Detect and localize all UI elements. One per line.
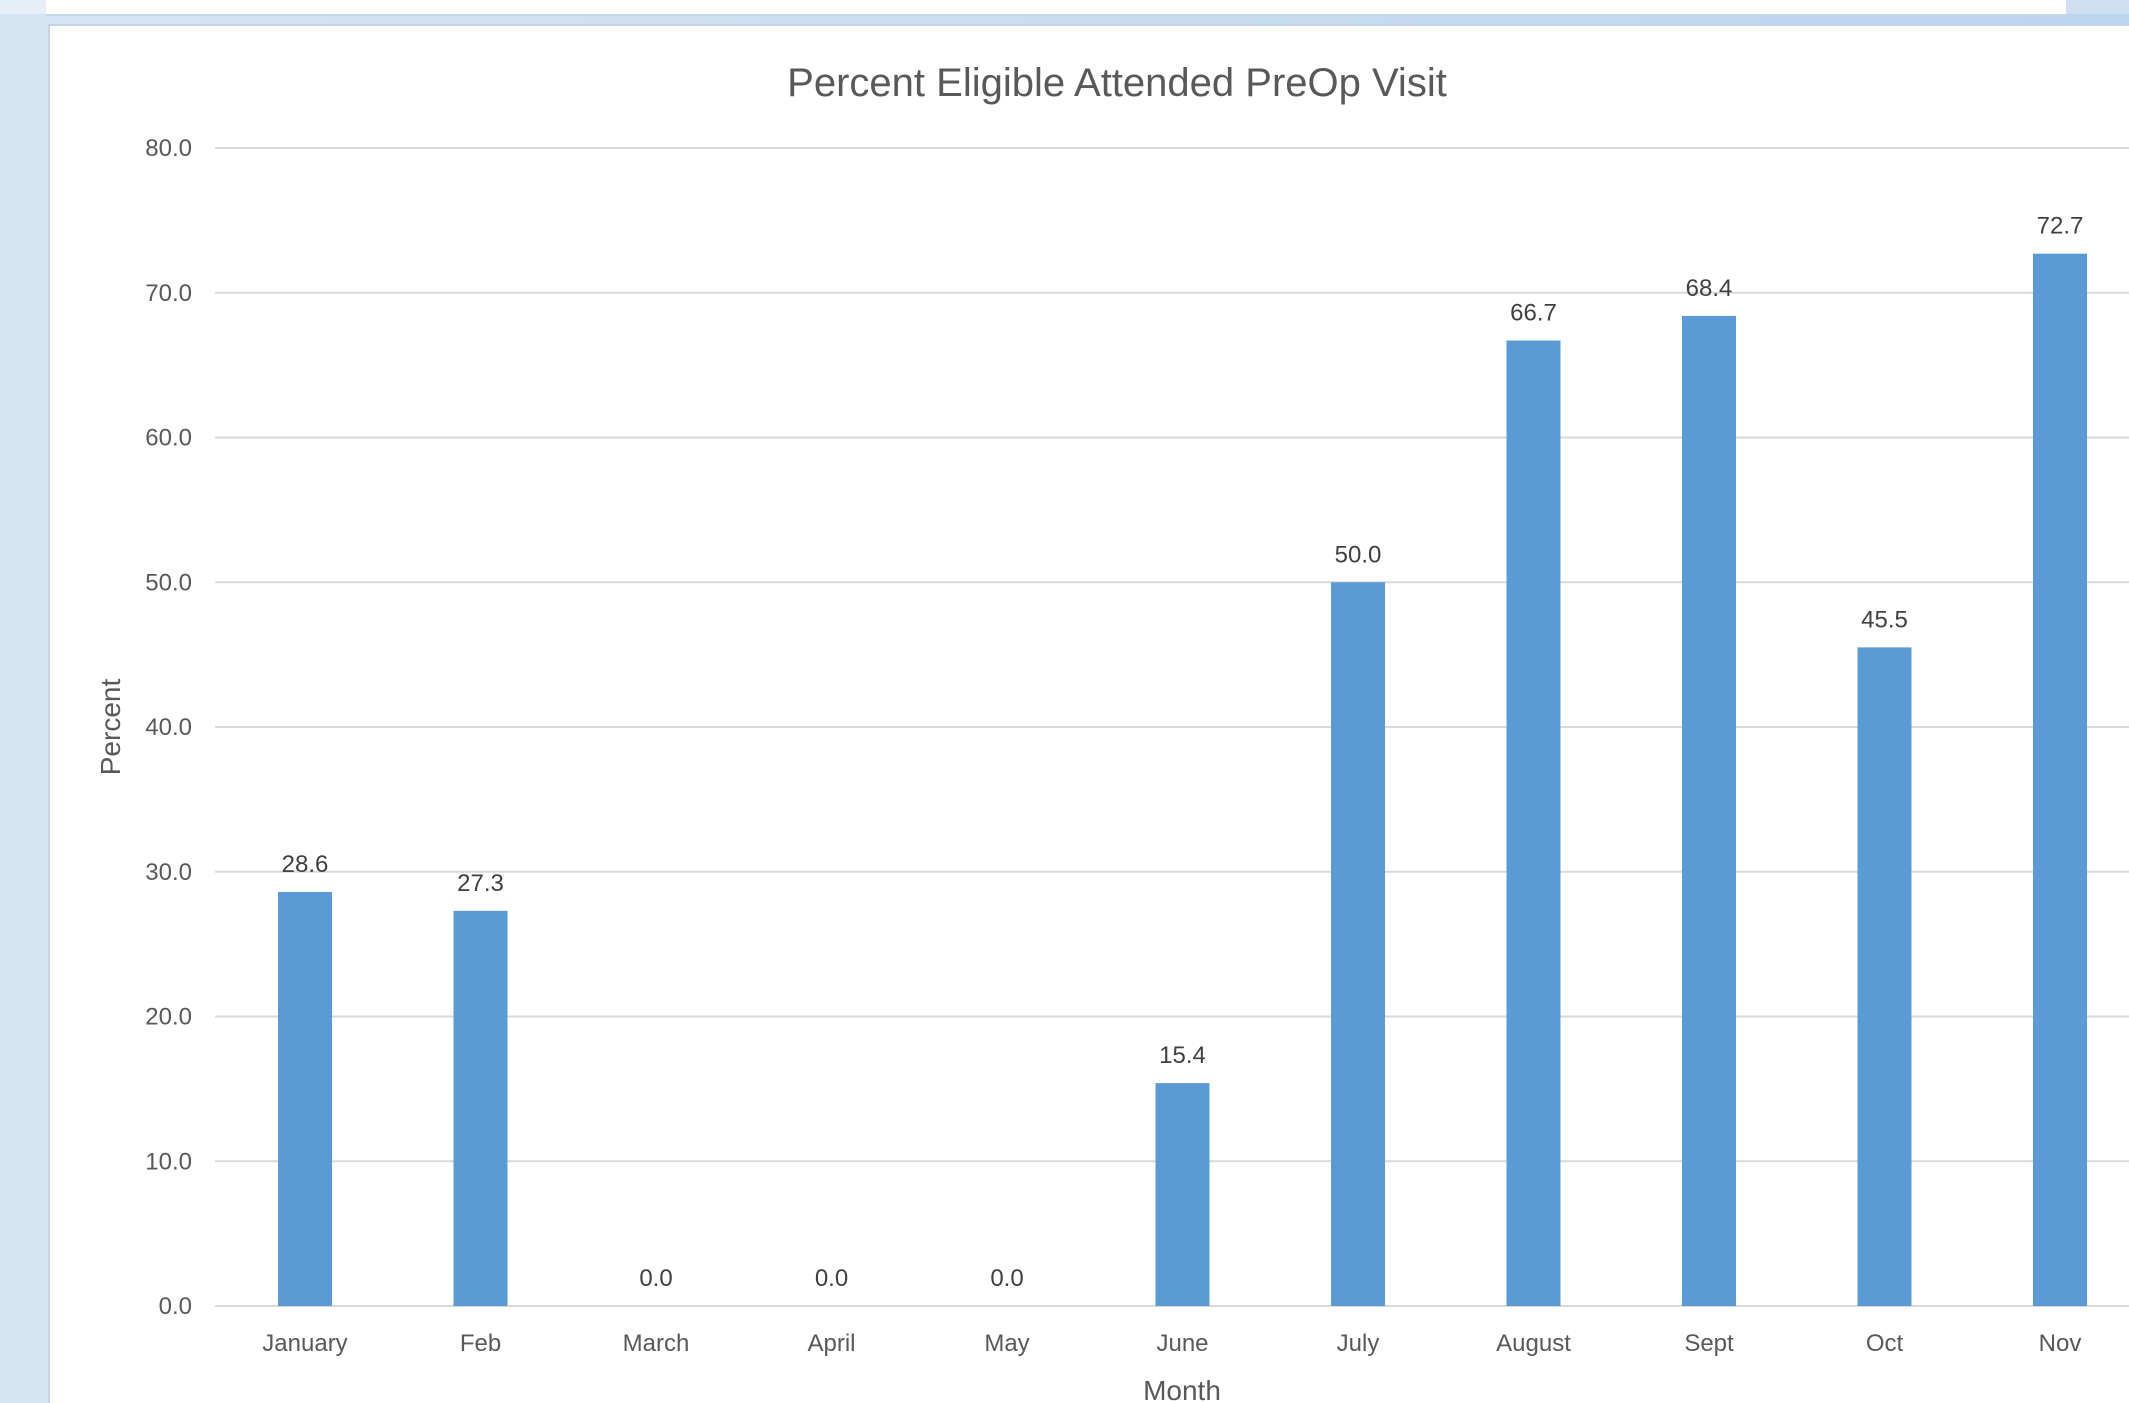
data-label: 66.7 xyxy=(1510,300,1557,327)
x-tick-label: March xyxy=(623,1330,690,1357)
x-tick-label: April xyxy=(807,1330,855,1357)
bar xyxy=(2033,253,2087,1307)
data-label: 28.6 xyxy=(282,851,329,878)
bar xyxy=(1155,1083,1210,1306)
data-label: 0.0 xyxy=(639,1265,672,1292)
x-tick-label: January xyxy=(262,1330,347,1357)
x-tick-label: Feb xyxy=(460,1330,501,1357)
bar xyxy=(1506,340,1561,1307)
x-axis-label: Month xyxy=(1143,1375,1221,1403)
x-tick-label: June xyxy=(1156,1330,1208,1357)
y-tick-label: 20.0 xyxy=(145,1004,192,1031)
data-label: 15.4 xyxy=(1159,1042,1206,1069)
x-tick-label: Oct xyxy=(1866,1330,1904,1357)
x-tick-label: May xyxy=(984,1330,1029,1357)
y-tick-label: 40.0 xyxy=(145,714,192,741)
bar xyxy=(1682,315,1736,1306)
y-tick-label: 50.0 xyxy=(145,569,192,596)
data-labels: 28.6 27.3 0.0 0.0 0.0 15.4 50.0 66.7 68.4 45.5 72.… xyxy=(282,213,2084,1292)
bar xyxy=(1857,647,1912,1306)
bar xyxy=(1331,582,1385,1306)
x-tick-label: July xyxy=(1337,1330,1380,1357)
y-tick-label: 30.0 xyxy=(145,859,192,886)
y-tick-label: 80.0 xyxy=(145,135,192,162)
gridlines xyxy=(215,147,2129,1307)
bar xyxy=(278,892,332,1306)
y-axis-tick-labels: 0.0 10.0 20.0 30.0 40.0 50.0 60.0 70.0 80.0 xyxy=(145,135,192,1320)
bar xyxy=(453,910,508,1306)
y-tick-label: 0.0 xyxy=(159,1293,192,1320)
data-label: 68.4 xyxy=(1686,275,1733,302)
data-label: 50.0 xyxy=(1335,541,1382,568)
window-top-strip xyxy=(0,0,2129,16)
data-label: 45.5 xyxy=(1861,606,1908,633)
x-tick-label: Nov xyxy=(2039,1330,2082,1357)
data-label: 0.0 xyxy=(990,1265,1023,1292)
y-tick-label: 10.0 xyxy=(145,1148,192,1175)
x-tick-label: August xyxy=(1496,1330,1571,1357)
data-label: 0.0 xyxy=(815,1265,848,1292)
data-label: 27.3 xyxy=(457,870,504,897)
y-tick-label: 70.0 xyxy=(145,280,192,307)
top-bar xyxy=(46,0,2066,16)
data-label: 72.7 xyxy=(2037,213,2084,240)
y-axis-label: Percent xyxy=(95,679,126,776)
x-tick-label: Sept xyxy=(1684,1330,1734,1357)
chart-area xyxy=(48,24,2129,1403)
x-axis-tick-labels: January Feb March April May June July August Sep… xyxy=(262,1330,2081,1357)
chart-title: Percent Eligible Attended PreOp Visit xyxy=(787,61,1447,105)
y-tick-label: 60.0 xyxy=(145,425,192,452)
bars xyxy=(278,253,2087,1307)
